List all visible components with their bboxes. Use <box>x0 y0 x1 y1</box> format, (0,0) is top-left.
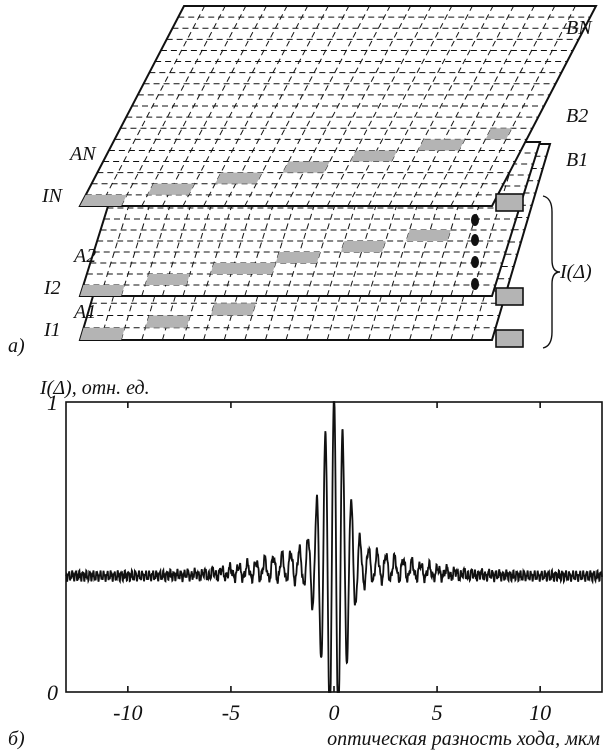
tick-labels: -10 -5 0 5 10 0 1 <box>47 390 551 725</box>
label-an: AN <box>68 143 97 165</box>
plot-frame <box>65 401 603 693</box>
filled-cell <box>282 161 330 173</box>
x-tick-label: -10 <box>113 700 142 725</box>
filled-cell <box>145 274 190 285</box>
grid-col-line <box>326 5 432 207</box>
filled-cell <box>340 241 386 252</box>
filled-cell <box>406 230 451 241</box>
y-tick-label: 1 <box>47 390 58 415</box>
x-tick-label: 5 <box>432 700 443 725</box>
detector-1 <box>495 329 524 348</box>
grid-col-line <box>244 5 350 207</box>
grid-col-line <box>223 5 329 207</box>
detector-n <box>495 193 524 212</box>
label-a1: A1 <box>72 301 96 323</box>
filled-cell <box>147 183 195 195</box>
filled-cell <box>215 172 263 184</box>
detector-squares <box>495 193 524 348</box>
label-bn: BN <box>566 17 593 39</box>
grid-col-line <box>264 5 370 207</box>
filled-cell <box>210 303 256 316</box>
grid-layer-n <box>78 5 598 207</box>
label-i1: I1 <box>43 319 61 341</box>
filled-cell <box>80 194 127 206</box>
filled-cell <box>210 263 276 274</box>
filled-cell <box>145 315 191 328</box>
brace <box>542 195 561 349</box>
panel-a-label: а) <box>8 335 25 357</box>
x-tick-label: -5 <box>222 700 240 725</box>
grid-col-line <box>120 5 226 207</box>
grid-stack <box>78 5 598 341</box>
x-tick-label: 10 <box>529 700 551 725</box>
grid-col-line <box>450 5 556 207</box>
grid-col-line <box>470 5 576 207</box>
filled-cell <box>80 327 125 340</box>
filled-cell <box>485 128 512 140</box>
grid-col-line <box>388 5 494 207</box>
grid-col-line <box>367 5 473 207</box>
detector-2 <box>495 287 524 306</box>
label-i2: I2 <box>43 277 61 299</box>
filled-cell <box>417 139 465 151</box>
y-axis-label: I(Δ), отн. ед. <box>39 377 150 399</box>
interferogram-line <box>65 401 603 693</box>
grid-col-line <box>409 5 515 207</box>
grid-col-line <box>100 5 206 207</box>
label-b1: B1 <box>566 149 588 171</box>
label-i-delta: I(Δ) <box>559 261 592 283</box>
axis-ticks <box>127 402 541 692</box>
grid-col-line <box>429 5 535 207</box>
grid-col-line <box>182 5 288 207</box>
y-tick-label: 0 <box>47 680 58 705</box>
grid-col-line <box>161 5 267 207</box>
grid-col-line <box>306 5 412 207</box>
grid-col-line <box>285 5 391 207</box>
grid-col-line <box>347 5 453 207</box>
x-tick-label: 0 <box>329 700 340 725</box>
filled-cell <box>350 150 398 162</box>
filled-cell <box>80 285 125 296</box>
label-b2: B2 <box>566 105 588 127</box>
filled-cell <box>275 252 321 263</box>
grid-col-line <box>141 5 247 207</box>
panel-b-label: б) <box>8 728 25 750</box>
grid-col-line <box>203 5 309 207</box>
label-a2: A2 <box>72 245 96 267</box>
x-axis-label: оптическая разность хода, мкм <box>327 728 600 750</box>
label-in: IN <box>41 185 64 207</box>
ellipsis-dots <box>471 214 479 290</box>
